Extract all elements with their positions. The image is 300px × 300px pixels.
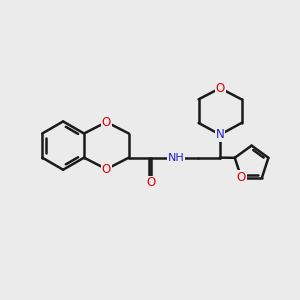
Text: O: O bbox=[215, 82, 225, 95]
Text: NH: NH bbox=[167, 153, 184, 163]
Text: O: O bbox=[102, 116, 111, 128]
Text: O: O bbox=[102, 163, 111, 176]
Text: N: N bbox=[216, 128, 224, 141]
Text: O: O bbox=[147, 176, 156, 190]
Text: O: O bbox=[237, 171, 246, 184]
